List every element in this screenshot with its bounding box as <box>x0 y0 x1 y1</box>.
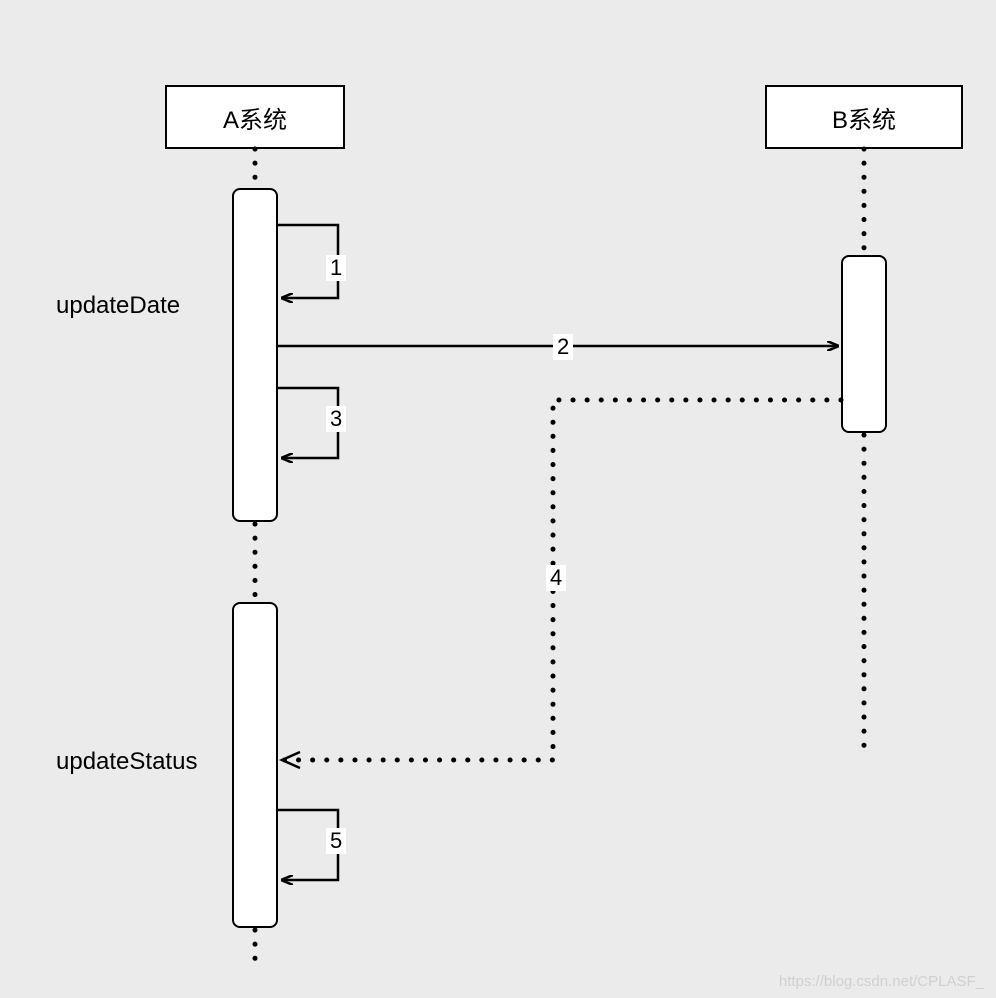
msg-2-label: 2 <box>553 334 573 360</box>
msg-3-label: 3 <box>326 406 346 432</box>
watermark: https://blog.csdn.net/CPLASF_ <box>779 973 984 990</box>
diagram-svg <box>0 0 996 998</box>
msg-5-label: 5 <box>326 828 346 854</box>
msg-1-label: 1 <box>326 255 346 281</box>
msg-4-label: 4 <box>546 565 566 591</box>
